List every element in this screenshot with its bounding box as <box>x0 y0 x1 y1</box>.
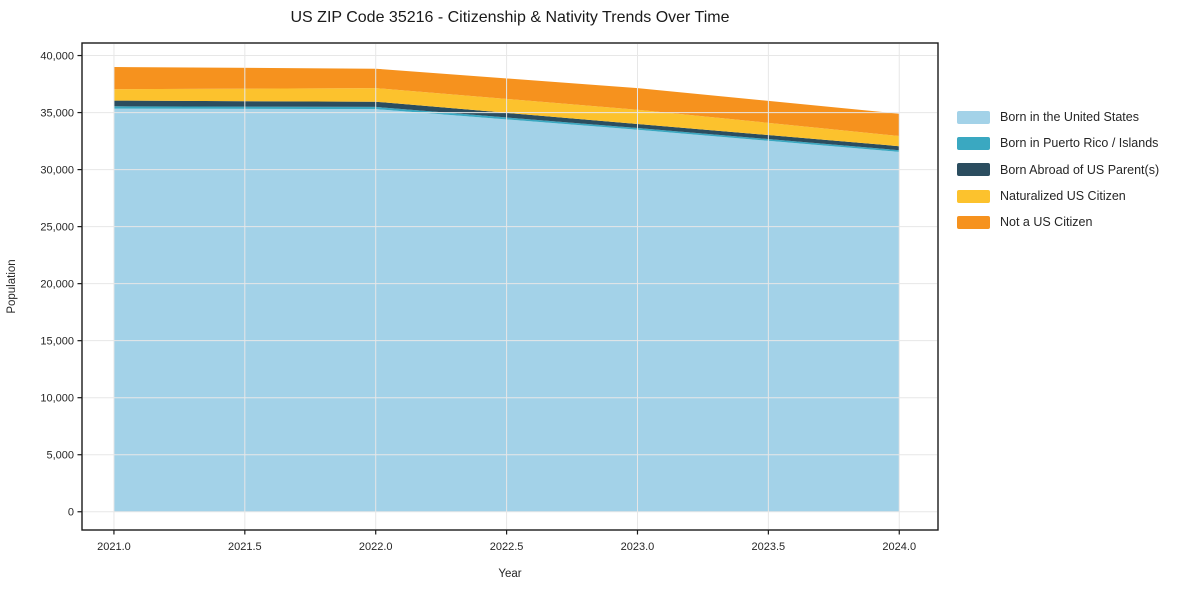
legend-item-not-citizen: Not a US Citizen <box>957 209 1159 235</box>
x-tick-label: 2023.5 <box>752 541 786 553</box>
legend-label-born-us: Born in the United States <box>1000 110 1139 125</box>
y-tick-label: 25,000 <box>40 221 74 233</box>
y-tick-label: 5,000 <box>46 450 74 462</box>
y-tick-label: 20,000 <box>40 278 74 290</box>
x-tick-label: 2023.0 <box>621 541 655 553</box>
y-tick-label: 15,000 <box>40 335 74 347</box>
legend-swatch-born-us <box>957 110 990 124</box>
legend: Born in the United States Born in Puerto… <box>957 104 1159 235</box>
x-tick-label: 2021.0 <box>97 541 131 553</box>
y-tick-label: 40,000 <box>40 50 74 62</box>
y-tick-label: 10,000 <box>40 393 74 405</box>
legend-label-not-citizen: Not a US Citizen <box>1000 215 1093 230</box>
x-tick-label: 2021.5 <box>228 541 262 553</box>
y-axis-label: Population <box>6 259 18 313</box>
x-tick-label: 2024.0 <box>882 541 916 553</box>
legend-item-naturalized: Naturalized US Citizen <box>957 183 1159 209</box>
y-tick-label: 35,000 <box>40 107 74 119</box>
y-tick-label: 0 <box>68 507 74 519</box>
legend-swatch-not-citizen <box>957 215 990 229</box>
x-axis-label: Year <box>498 568 521 580</box>
legend-item-born-us: Born in the United States <box>957 104 1159 130</box>
x-tick-label: 2022.0 <box>359 541 393 553</box>
legend-item-puerto-rico: Born in Puerto Rico / Islands <box>957 130 1159 156</box>
x-tick-label: 2022.5 <box>490 541 524 553</box>
legend-label-puerto-rico: Born in Puerto Rico / Islands <box>1000 136 1159 151</box>
y-tick-label: 30,000 <box>40 164 74 176</box>
plot-border <box>81 42 939 531</box>
legend-label-born-abroad: Born Abroad of US Parent(s) <box>1000 162 1160 177</box>
area-not-a-us-citizen <box>113 67 900 136</box>
legend-swatch-born-abroad <box>957 163 990 177</box>
chart-title: US ZIP Code 35216 - Citizenship & Nativi… <box>290 9 730 26</box>
legend-swatch-naturalized <box>957 189 990 203</box>
legend-item-born-abroad: Born Abroad of US Parent(s) <box>957 157 1159 183</box>
area-born-abroad-of-us-parent-s <box>113 100 900 151</box>
legend-label-naturalized: Naturalized US Citizen <box>1000 189 1126 204</box>
legend-swatch-puerto-rico <box>957 136 990 150</box>
